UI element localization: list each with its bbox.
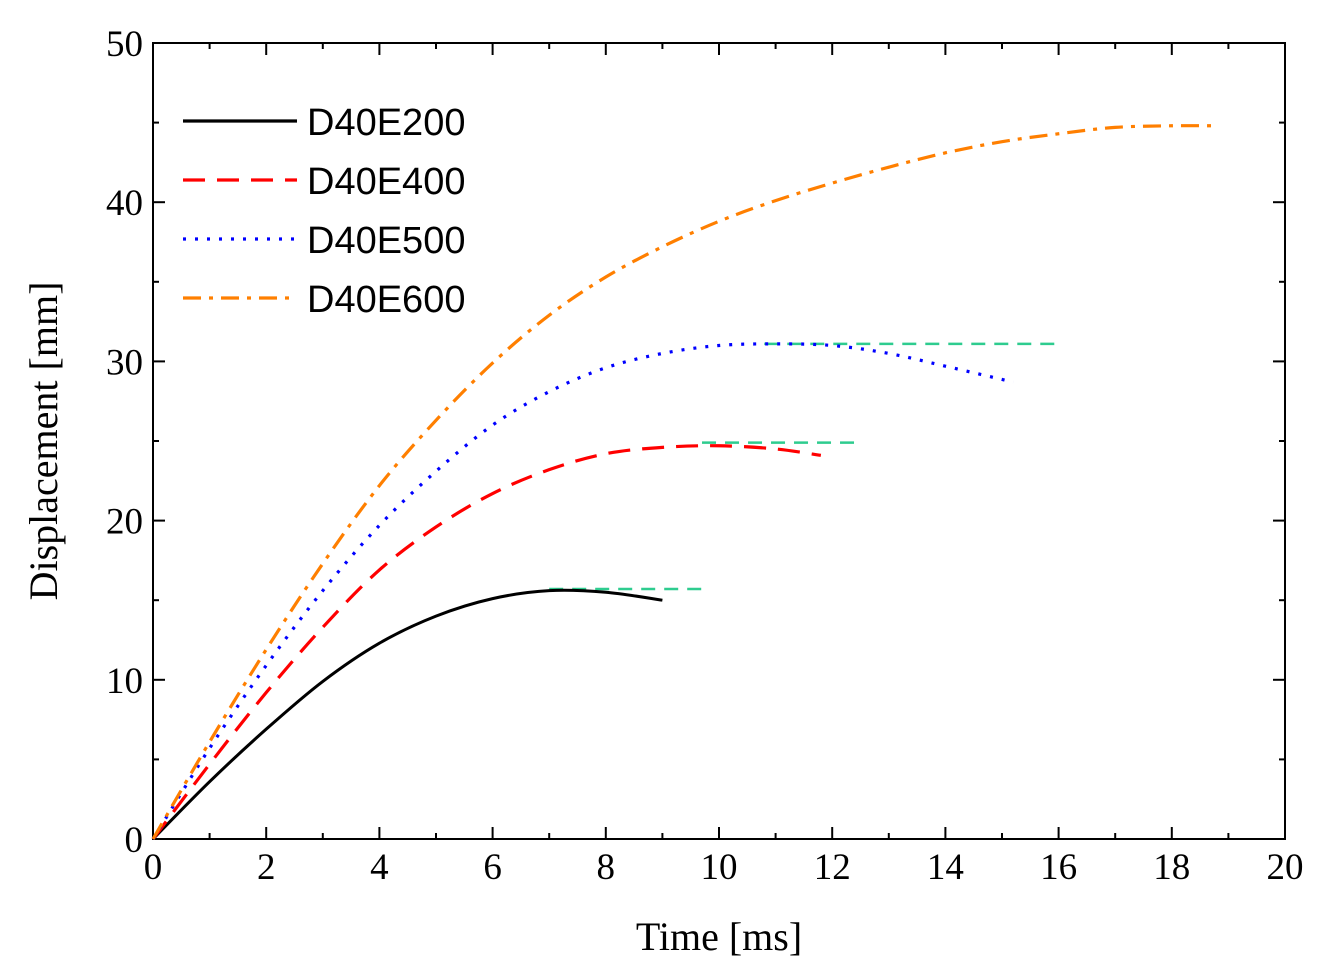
x-tick-label: 12 (814, 847, 851, 888)
y-tick-label: 50 (106, 24, 143, 65)
x-tick-label: 8 (597, 847, 616, 888)
y-tick-label: 40 (106, 183, 143, 224)
y-tick-label: 20 (106, 502, 143, 543)
y-tick-label: 30 (106, 342, 143, 383)
x-tick-label: 0 (144, 847, 163, 888)
legend-label: D40E500 (307, 220, 465, 262)
series-line-d40e500 (151, 342, 1014, 840)
x-tick-label: 6 (483, 847, 502, 888)
x-tick-label: 10 (701, 847, 738, 888)
series-lines (151, 124, 1212, 841)
reference-lines (549, 342, 1059, 591)
legend-label: D40E200 (307, 102, 465, 144)
series-line-d40e200 (151, 588, 663, 841)
tick-labels: 0 2 4 6 8 10 12 14 16 18 20 0 10 20 30 40 50 (106, 24, 1304, 888)
legend: D40E200 D40E400 D40E500 D40E600 (183, 102, 465, 321)
x-tick-label: 18 (1153, 847, 1190, 888)
x-axis-title: Time [ms] (636, 914, 802, 959)
y-axis-title: Displacement [mm] (21, 282, 66, 601)
series-line-d40e600 (151, 124, 1212, 840)
x-tick-label: 4 (370, 847, 389, 888)
axis-ticks (152, 42, 1286, 840)
x-tick-label: 2 (257, 847, 276, 888)
x-tick-label: 20 (1267, 847, 1304, 888)
legend-label: D40E600 (307, 279, 465, 321)
legend-label: D40E400 (307, 161, 465, 203)
series-line-d40e400 (151, 444, 822, 840)
y-tick-label: 10 (106, 661, 143, 702)
y-tick-label: 0 (125, 820, 144, 861)
x-tick-label: 14 (927, 847, 964, 888)
x-tick-label: 16 (1040, 847, 1077, 888)
